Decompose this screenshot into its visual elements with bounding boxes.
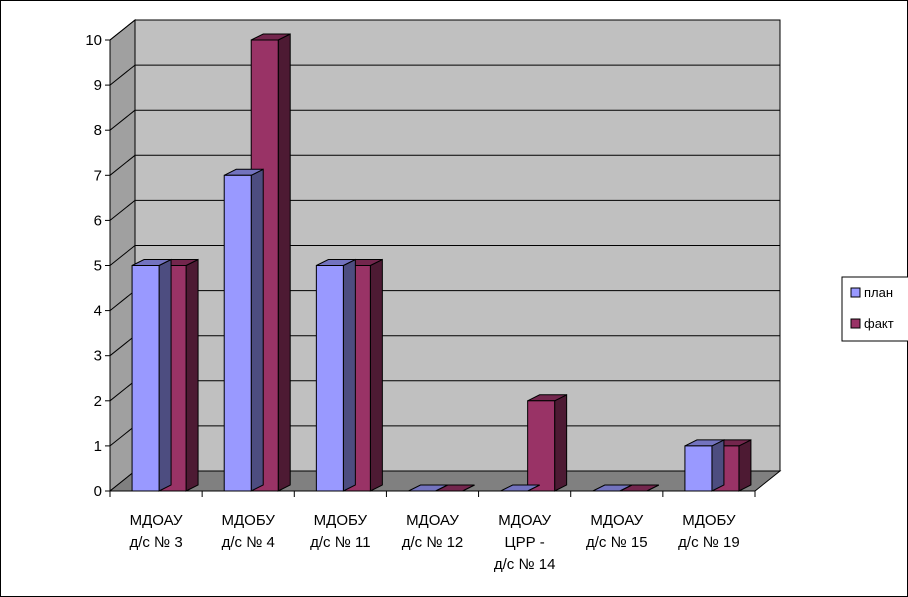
bar-факт xyxy=(527,393,568,492)
bar-план xyxy=(131,258,172,492)
x-tick-label: МДОБУ xyxy=(682,512,736,529)
bar-front xyxy=(315,265,344,492)
y-tick-label: 0 xyxy=(94,483,102,500)
gridline-side xyxy=(109,154,136,176)
x-tick-label: МДОАУ xyxy=(498,512,551,529)
y-tick-label: 8 xyxy=(94,122,102,139)
y-tick-label: 2 xyxy=(94,393,102,410)
x-tick-label: д/с № 4 xyxy=(222,534,275,551)
bar-front xyxy=(684,445,713,492)
bar-side xyxy=(554,393,568,492)
x-tick-label: МДОАУ xyxy=(590,512,643,529)
bar-top xyxy=(408,484,448,492)
gridline-side xyxy=(109,290,136,311)
bar-side xyxy=(369,258,383,492)
bar-side xyxy=(185,258,199,492)
y-tick-label: 4 xyxy=(94,303,102,320)
bar-side xyxy=(738,439,752,492)
x-tick-label: МДОАУ xyxy=(130,512,183,529)
bar-top xyxy=(592,484,633,492)
x-tick-label: д/с № 19 xyxy=(678,534,740,551)
bar-план xyxy=(500,484,540,492)
y-tick-label: 10 xyxy=(85,32,102,49)
gridline-side xyxy=(109,19,136,41)
bar-side xyxy=(158,258,172,492)
x-tick-label: д/с № 15 xyxy=(586,534,648,551)
bar-side xyxy=(250,168,264,492)
bar-план xyxy=(592,484,633,492)
x-tick-label: д/с № 11 xyxy=(310,534,370,551)
x-tick-label: МДОАУ xyxy=(406,512,459,529)
gridline-side xyxy=(109,245,136,266)
plot-area xyxy=(108,18,782,493)
bar-front xyxy=(527,400,556,492)
y-tick-label: 5 xyxy=(94,258,102,275)
bar-план xyxy=(408,484,448,492)
x-tick-label: МДОБУ xyxy=(222,512,276,529)
legend-label-plan: план xyxy=(864,285,893,300)
y-tick-label: 9 xyxy=(94,77,102,94)
x-tick-label: МДОБУ xyxy=(314,512,368,529)
legend: план факт xyxy=(841,276,908,342)
gridline-side xyxy=(109,109,136,131)
x-tick-label: д/с № 12 xyxy=(402,534,464,551)
x-tick-label: д/с № 3 xyxy=(129,534,182,551)
bar-side xyxy=(342,258,356,492)
y-tick-label: 7 xyxy=(94,167,102,184)
bar-план xyxy=(223,168,264,492)
x-tick-label: д/с № 14 xyxy=(494,556,556,573)
y-tick-label: 6 xyxy=(94,212,102,229)
x-tick-label: ЦРР - xyxy=(505,534,545,551)
gridline-side xyxy=(109,425,136,447)
bar-side xyxy=(277,33,291,492)
y-tick-label: 3 xyxy=(94,348,102,365)
legend-swatch-fact xyxy=(850,318,861,329)
gridline-side xyxy=(109,380,136,402)
axes: 0 1 2 3 4 5 6 7 8 9 10 МДОАУ д/с № 3 МДОБУ д/с № 4 МДОБ… xyxy=(85,32,756,573)
bar-план xyxy=(684,439,725,492)
legend-swatch-plan xyxy=(850,287,861,298)
legend-label-fact: факт xyxy=(864,316,894,331)
y-tick-label: 1 xyxy=(94,438,102,455)
bar-top xyxy=(500,484,540,492)
bar-план xyxy=(315,258,356,492)
bar-side xyxy=(711,439,725,492)
bar-front xyxy=(223,174,252,492)
gridline-side xyxy=(109,64,136,86)
gridline-side xyxy=(109,335,136,357)
bar-front xyxy=(131,265,160,492)
bars xyxy=(131,33,752,492)
gridline-side xyxy=(109,200,136,221)
